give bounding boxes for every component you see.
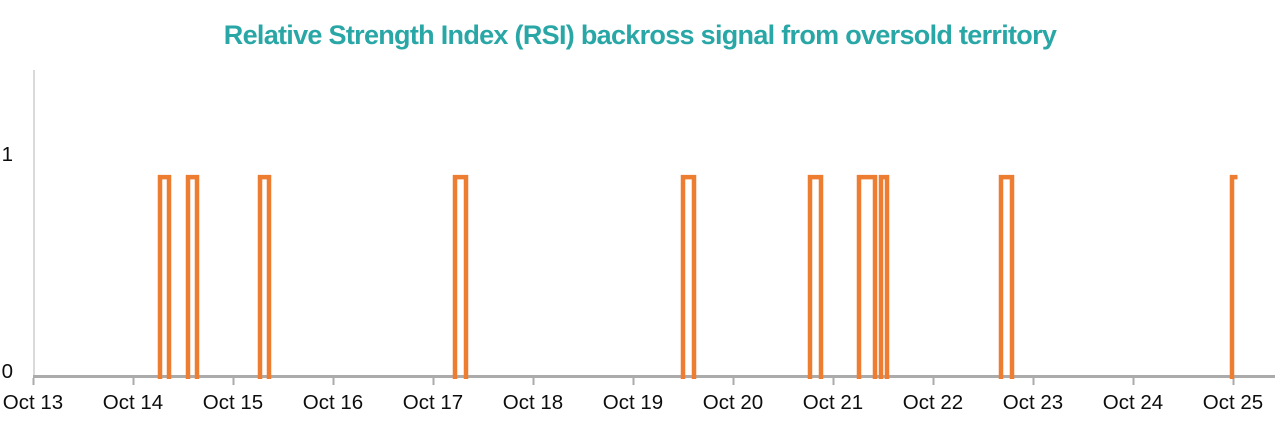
x-axis-tick-label: Oct 15 (202, 391, 264, 414)
y-axis-tick-label-1: 1 (1, 143, 13, 166)
chart-title: Relative Strength Index (RSI) backross s… (223, 20, 1057, 50)
x-axis-tick-label: Oct 19 (602, 391, 664, 414)
x-axis-tick-label: Oct 21 (802, 391, 864, 414)
x-axis-tick-label: Oct 23 (1002, 391, 1064, 414)
y-axis-tick-label-0: 0 (1, 360, 13, 383)
x-axis-tick-label: Oct 25 (1202, 391, 1264, 414)
x-axis-tick-label: Oct 18 (502, 391, 564, 414)
x-axis-tick-label: Oct 20 (702, 391, 764, 414)
signal-line-series (157, 174, 1238, 379)
x-axis-tick-label: Oct 16 (302, 391, 364, 414)
x-axis-tick-label: Oct 22 (902, 391, 964, 414)
x-axis-tick-label: Oct 14 (102, 391, 164, 414)
x-axis-tick-label: Oct 24 (1102, 391, 1164, 414)
x-axis-tick-label: Oct 17 (402, 391, 464, 414)
axes (32, 70, 1275, 385)
x-axis-tick-label: Oct 13 (2, 391, 64, 414)
